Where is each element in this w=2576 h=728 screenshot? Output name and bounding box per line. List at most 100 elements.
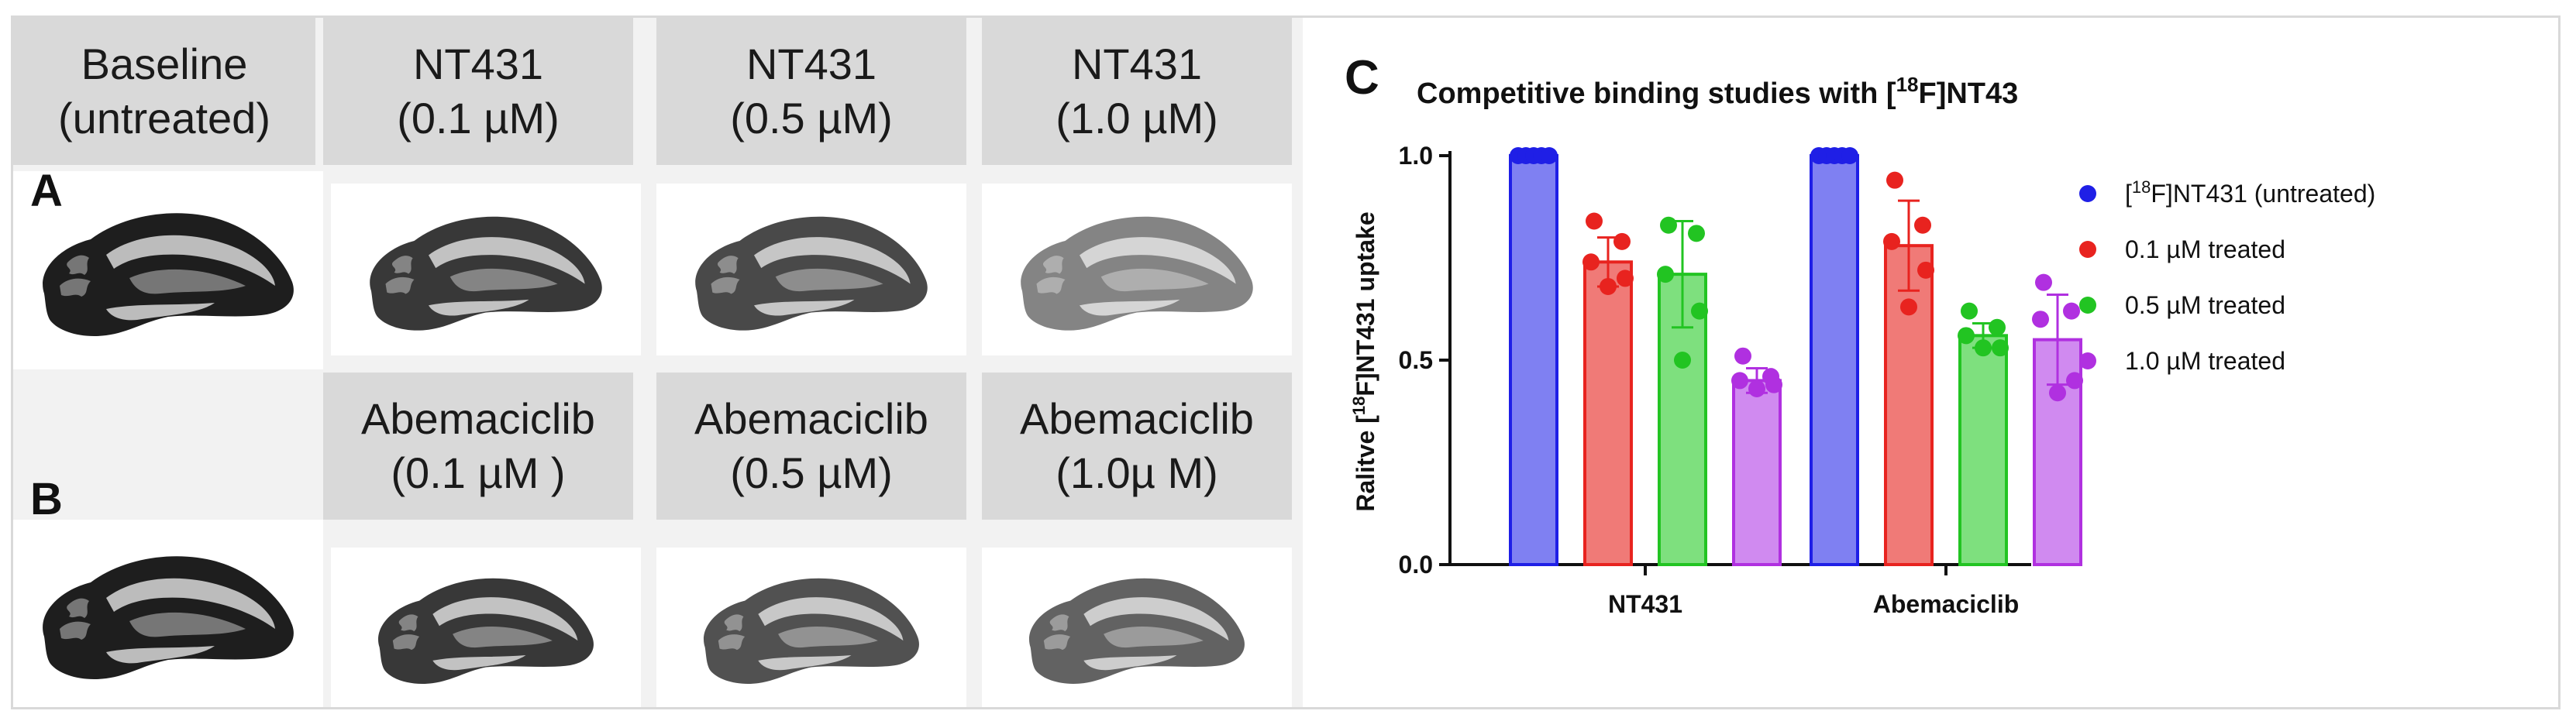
panel-label-b: B xyxy=(30,474,63,524)
striatum xyxy=(129,269,246,294)
cerebellum-fold xyxy=(711,276,740,294)
y-tick-label: 0.5 xyxy=(1399,346,1433,374)
legend-part: 0.1 µM treated xyxy=(2125,235,2285,263)
data-point xyxy=(1582,253,1600,271)
title-part: F]NT43 xyxy=(1918,77,2018,110)
brain-slice xyxy=(704,578,919,684)
legend-part: 0.5 µM treated xyxy=(2125,291,2285,319)
header-line1: NT431 xyxy=(1071,39,1203,88)
brain-group xyxy=(43,556,294,680)
brainstem xyxy=(429,299,529,316)
brain-slice xyxy=(43,213,294,337)
data-point xyxy=(1975,339,1992,357)
header-line2: (1.0 µM) xyxy=(1056,94,1218,143)
striatum xyxy=(1100,268,1209,292)
ylabel-part: F]NT431 uptake xyxy=(1352,211,1379,396)
bar xyxy=(1884,244,1934,566)
header-line2: (0.5 µM) xyxy=(730,94,893,143)
brain-group xyxy=(695,216,928,331)
brainstem xyxy=(432,655,526,671)
legend-part: [ xyxy=(2125,180,2132,208)
data-point xyxy=(1674,352,1691,369)
cerebellum-fold xyxy=(1042,256,1064,274)
cerebellum-fold xyxy=(718,634,746,651)
cerebellum-fold xyxy=(717,256,739,274)
data-point xyxy=(2032,311,2049,328)
brain-image-a-baseline xyxy=(13,171,323,369)
data-point xyxy=(2049,384,2066,402)
data-point xyxy=(1989,318,2006,336)
data-point xyxy=(1657,266,1674,283)
cortex-band xyxy=(106,235,275,286)
cortex-band xyxy=(1080,237,1236,284)
chart-title: Competitive binding studies with [18F]NT… xyxy=(1417,73,2018,110)
header-line1: NT431 xyxy=(746,39,877,88)
header-abema-05: Abemaciclib (0.5 µM) xyxy=(656,373,966,520)
header-baseline: Baseline (untreated) xyxy=(13,18,315,165)
legend-label: 0.5 µM treated xyxy=(2125,291,2285,319)
cerebellum-fold xyxy=(67,255,89,275)
data-point xyxy=(1765,376,1782,393)
legend-label: 1.0 µM treated xyxy=(2125,347,2285,375)
data-point xyxy=(1617,270,1634,287)
legend-label: [18F]NT431 (untreated) xyxy=(2125,177,2375,208)
cerebellum-fold xyxy=(60,278,91,297)
header-line2: (untreated) xyxy=(58,94,270,143)
data-point xyxy=(1731,372,1748,390)
cerebellum-fold xyxy=(1036,276,1066,294)
data-point xyxy=(1886,171,1903,189)
data-point xyxy=(1613,232,1631,250)
brainstem xyxy=(1083,655,1177,671)
brain-image-a-01 xyxy=(331,184,641,355)
header-line1: Abemaciclib xyxy=(1020,394,1254,443)
cortex-band xyxy=(758,597,904,641)
striatum xyxy=(449,268,558,292)
image-panels: Baseline (untreated) NT431 (0.1 µM) NT43… xyxy=(13,18,1303,707)
brainstem xyxy=(106,646,215,664)
legend-part: F]NT431 (untreated) xyxy=(2151,180,2375,208)
x-tick-label: Abemaciclib xyxy=(1873,590,2020,618)
striatum xyxy=(775,268,883,292)
cerebellum-fold xyxy=(67,598,89,618)
data-point xyxy=(1961,302,1978,320)
chart-panel: C Competitive binding studies with [18F]… xyxy=(1303,18,2558,707)
header-line2: (0.1 µM ) xyxy=(391,448,566,497)
cortex-band xyxy=(1083,597,1229,641)
data-point xyxy=(1958,327,1975,345)
bar xyxy=(1810,154,1859,566)
brain-image-b-10 xyxy=(982,548,1292,707)
brain-image-b-05 xyxy=(656,548,966,707)
data-point xyxy=(1688,225,1705,242)
legend-marker xyxy=(2079,185,2096,202)
panel-label-c: C xyxy=(1345,51,1379,105)
brainstem xyxy=(1080,299,1180,316)
cortex-band xyxy=(429,237,585,284)
x-tick-label: NT431 xyxy=(1608,590,1682,618)
brain-image-a-05 xyxy=(656,184,966,355)
legend-marker xyxy=(2079,297,2096,314)
header-line2: (0.1 µM) xyxy=(397,94,560,143)
brain-slice xyxy=(1021,216,1253,331)
header-line1: Abemaciclib xyxy=(361,394,595,443)
figure-frame: Baseline (untreated) NT431 (0.1 µM) NT43… xyxy=(11,15,2561,709)
title-part: Competitive binding studies with [ xyxy=(1417,77,1896,110)
legend-part: 1.0 µM treated xyxy=(2125,347,2285,375)
data-point xyxy=(2035,273,2052,291)
cerebellum-fold xyxy=(1049,614,1069,632)
data-point xyxy=(1900,298,1917,316)
header-line1: NT431 xyxy=(412,39,544,88)
brain-slice xyxy=(370,216,602,331)
brain-slice xyxy=(378,578,594,684)
header-abema-01: Abemaciclib (0.1 µM ) xyxy=(323,373,633,520)
striatum xyxy=(129,612,246,637)
brain-slice xyxy=(43,556,294,680)
striatum xyxy=(453,626,553,648)
brain-group xyxy=(704,578,919,684)
legend-marker xyxy=(2079,352,2096,369)
ylabel-superscript: 18 xyxy=(1349,397,1369,415)
striatum xyxy=(1104,626,1204,648)
data-point xyxy=(1691,302,1708,320)
brain-image-a-10 xyxy=(982,184,1292,355)
header-line1: Baseline xyxy=(81,39,248,88)
header-line2: (0.5 µM) xyxy=(730,448,893,497)
